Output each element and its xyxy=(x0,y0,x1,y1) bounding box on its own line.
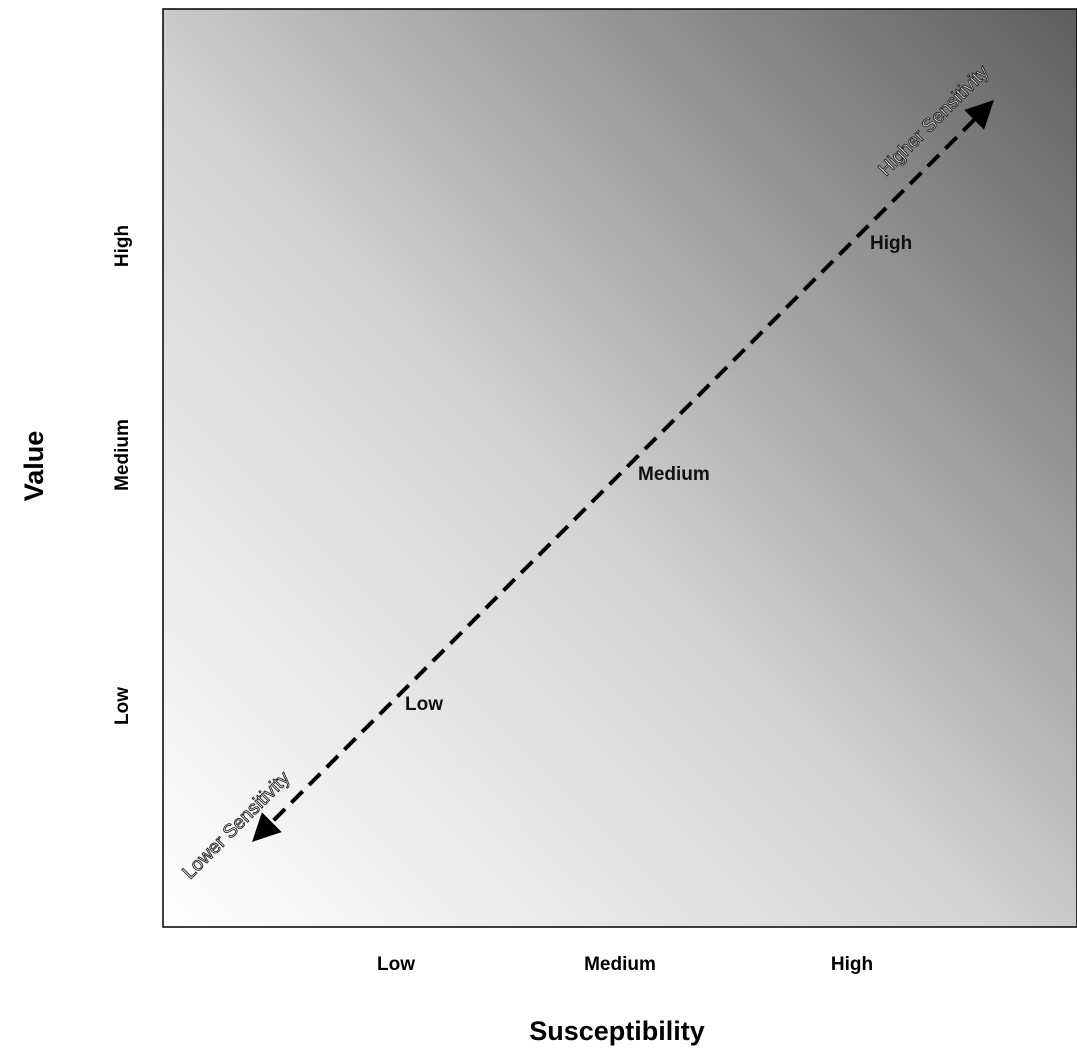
y-tick-medium: Medium xyxy=(112,419,133,491)
x-axis-title: Susceptibility xyxy=(529,1016,705,1046)
y-tick-high: High xyxy=(112,225,133,267)
x-tick-high: High xyxy=(831,954,873,975)
sensitivity-arrow xyxy=(252,100,994,842)
arrow-level-high: High xyxy=(870,233,912,254)
arrow-level-medium: Medium xyxy=(638,464,710,485)
x-tick-medium: Medium xyxy=(584,954,656,975)
plot-area xyxy=(162,8,1077,928)
y-axis-title: Value xyxy=(19,431,49,502)
arrow-level-low: Low xyxy=(405,694,443,715)
x-tick-low: Low xyxy=(377,954,415,975)
y-tick-low: Low xyxy=(112,687,133,725)
